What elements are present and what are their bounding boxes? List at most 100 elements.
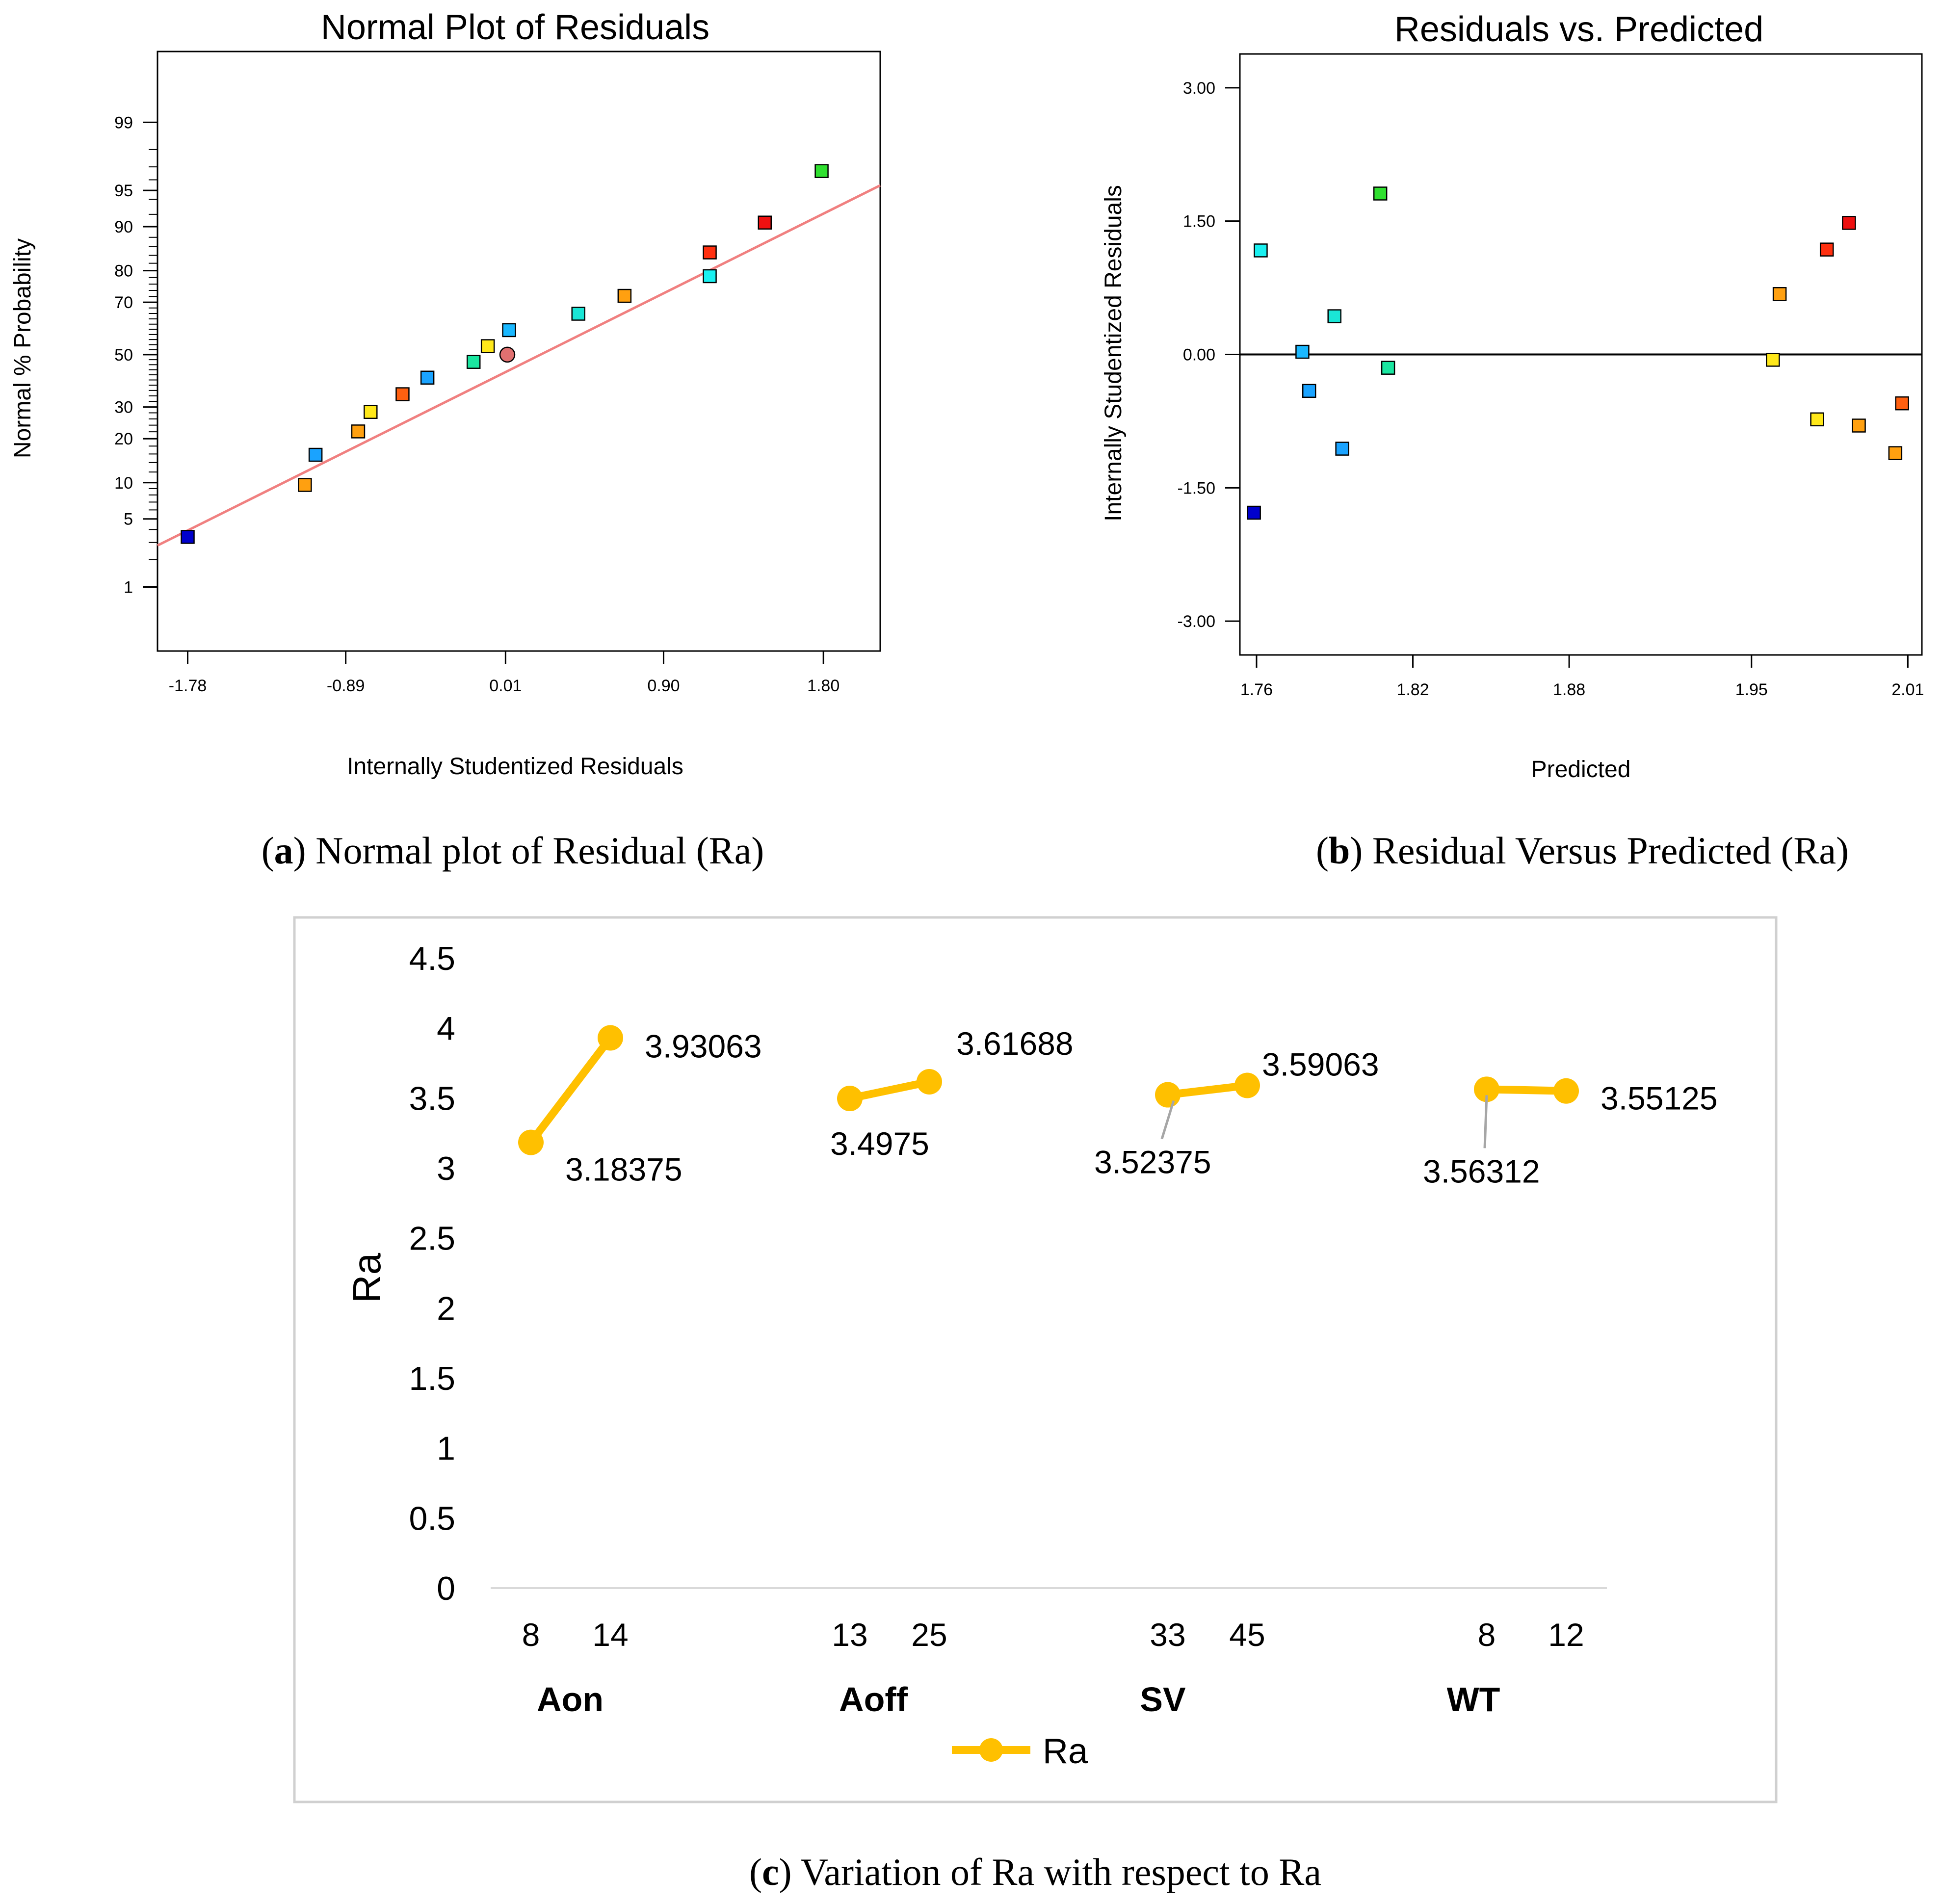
x-level-label: 45 — [1229, 1617, 1265, 1653]
caption-c-text: ) Variation of Ra with respect to Ra — [779, 1851, 1321, 1893]
y-tick-label: 1.5 — [409, 1360, 455, 1397]
y-tick-label: 70 — [114, 293, 133, 312]
x-tick-label: 0.90 — [647, 677, 680, 695]
residuals-plot-y-label: Internally Studentized Residuals — [1101, 185, 1127, 522]
data-label: 3.18375 — [565, 1151, 682, 1188]
residuals-plot-y-axis: 3.00 1.50 0.00 -1.50 -3.00 — [1178, 79, 1240, 631]
data-point-marker — [571, 307, 585, 321]
y-tick-label: 3.5 — [409, 1080, 455, 1117]
x-tick-label: 1.95 — [1735, 680, 1768, 699]
data-point-marker — [1155, 1082, 1181, 1108]
y-tick-label: 0.00 — [1183, 346, 1215, 365]
data-point-marker — [703, 269, 717, 284]
data-point-marker — [1842, 216, 1856, 230]
residuals-plot-title: Residuals vs. Predicted — [1394, 10, 1763, 49]
ra-chart-frame — [293, 916, 1778, 1803]
data-point-marker — [1302, 384, 1316, 398]
label-leader-line — [1483, 1095, 1488, 1148]
y-tick-label: 1 — [437, 1430, 455, 1467]
y-tick-label: 20 — [114, 430, 133, 448]
x-tick-label: -1.78 — [169, 677, 207, 695]
data-point-marker — [617, 288, 632, 303]
data-point-marker — [917, 1069, 942, 1095]
caption-c-letter: c — [762, 1851, 779, 1893]
x-tick-label: 0.01 — [489, 677, 522, 695]
x-level-label: 25 — [911, 1617, 947, 1653]
normal-plot-points — [181, 164, 829, 544]
data-point-marker — [1327, 309, 1341, 323]
data-point-marker — [518, 1129, 544, 1155]
data-point-marker — [758, 215, 772, 230]
x-level-label: 33 — [1150, 1617, 1185, 1653]
data-point-marker — [598, 1025, 623, 1051]
data-point-marker — [480, 339, 495, 353]
data-point-marker — [351, 424, 366, 439]
x-level-label: 12 — [1548, 1617, 1584, 1653]
data-point-marker — [1766, 353, 1780, 367]
x-level-label: 14 — [592, 1617, 628, 1653]
x-tick-label: 1.80 — [807, 677, 840, 695]
caption-a-text: ) Normal plot of Residual (Ra) — [293, 829, 764, 872]
caption-a-letter: a — [274, 829, 293, 872]
ra-chart-y-label: Ra — [345, 1252, 389, 1303]
data-point-marker — [395, 387, 410, 401]
normal-plot-y-axis: 1 5 10 20 30 50 70 80 90 95 99 — [114, 113, 157, 597]
y-tick-label: -3.00 — [1178, 612, 1216, 631]
normal-plot-fit-line — [157, 184, 881, 547]
data-point-marker — [499, 346, 516, 363]
y-tick-label: 0.5 — [409, 1500, 455, 1537]
data-point-marker — [298, 478, 312, 492]
y-tick-label: 0 — [437, 1570, 455, 1607]
data-point-marker — [1810, 412, 1824, 427]
series-segment-aoff — [846, 1077, 933, 1103]
data-point-marker — [1295, 344, 1310, 359]
data-point-marker — [1553, 1078, 1579, 1104]
data-point-marker — [703, 245, 717, 260]
data-point-marker — [1888, 446, 1903, 460]
data-label: 3.93063 — [645, 1028, 762, 1064]
data-point-marker — [837, 1086, 863, 1112]
caption-a: (a) Normal plot of Residual (Ra) — [262, 829, 764, 872]
y-tick-label: -1.50 — [1178, 479, 1216, 497]
x-level-label: 8 — [1478, 1617, 1496, 1653]
normal-plot-y-label: Normal % Probability — [10, 238, 36, 458]
caption-c: (c) Variation of Ra with respect to Ra — [749, 1851, 1321, 1893]
residuals-plot-x-axis: 1.76 1.82 1.88 1.95 2.01 — [1240, 655, 1924, 699]
series-segment-wt — [1483, 1085, 1570, 1095]
data-point-marker — [814, 164, 829, 178]
y-tick-label: 1 — [124, 578, 133, 597]
y-tick-label: 90 — [114, 218, 133, 236]
normal-plot-x-axis: -1.78 -0.89 0.01 0.90 1.80 — [169, 651, 840, 695]
data-point-marker — [502, 323, 516, 338]
y-tick-label: 4 — [437, 1010, 455, 1047]
data-point-marker — [364, 405, 378, 419]
data-point-marker — [1895, 396, 1909, 411]
residuals-plot-x-label: Predicted — [1531, 756, 1631, 782]
ra-variation-panel: 00.511.522.533.544.5 Ra 3.183753.930633.… — [293, 916, 1778, 1803]
y-tick-label: 3 — [437, 1150, 455, 1187]
data-point-marker — [1819, 242, 1834, 257]
y-tick-label: 30 — [114, 398, 133, 417]
caption-b-text: ) Residual Versus Predicted (Ra) — [1350, 829, 1849, 872]
data-point-marker — [181, 530, 195, 544]
x-tick-label: 1.82 — [1396, 680, 1429, 699]
data-label: 3.61688 — [956, 1025, 1074, 1062]
data-point-marker — [1381, 361, 1395, 375]
x-tick-label: 1.76 — [1240, 680, 1273, 699]
data-label: 3.59063 — [1262, 1046, 1379, 1082]
x-tick-label: 1.88 — [1553, 680, 1585, 699]
y-tick-label: 2 — [437, 1290, 455, 1327]
y-tick-label: 1.50 — [1183, 212, 1215, 231]
ra-chart-y-axis: 0 0.5 1 1.5 2 2.5 3 3.5 4 4.5 — [409, 940, 455, 1607]
data-point-marker — [1474, 1076, 1499, 1102]
normal-plot-title: Normal Plot of Residuals — [321, 8, 709, 47]
data-label: 3.55125 — [1601, 1080, 1718, 1117]
y-tick-label: 5 — [124, 510, 133, 529]
y-tick-label: 80 — [114, 262, 133, 281]
label-leader-line — [1160, 1100, 1175, 1140]
data-point-marker — [1254, 243, 1268, 258]
data-point-marker — [1772, 287, 1787, 301]
data-point-marker — [308, 447, 323, 462]
